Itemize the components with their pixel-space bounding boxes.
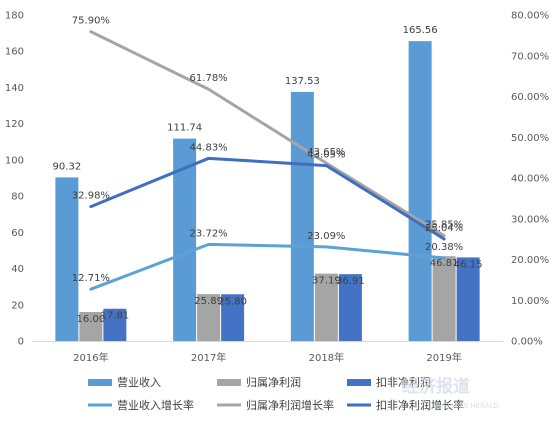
bar: [173, 138, 197, 341]
bar: [55, 177, 79, 341]
bar: [408, 41, 432, 342]
y-left-tick-label: 40: [11, 264, 24, 275]
bar-data-label: 36.91: [336, 276, 365, 287]
y-left-tick-label: 0: [18, 337, 24, 348]
bar-data-label: 165.56: [403, 25, 438, 36]
lines: [89, 30, 446, 291]
line-data-label: 43.05%: [307, 150, 345, 161]
bar-data-label: 90.32: [53, 161, 82, 172]
bar: [197, 294, 221, 341]
y-left-tick-label: 140: [5, 83, 24, 94]
bar-data-label: 25.89: [194, 296, 223, 307]
y-right-tick-label: 50.00%: [511, 133, 549, 144]
bar-data-label: 46.15: [454, 259, 483, 270]
bar: [432, 256, 456, 341]
legend-swatch: [217, 379, 241, 386]
bar: [221, 294, 245, 341]
watermark-subtext: BUSINESS HERALD: [433, 402, 499, 410]
bar-data-label: 37.19: [312, 276, 341, 287]
legend-label: 归属净利润: [246, 375, 301, 389]
legend-label: 营业收入: [117, 375, 161, 389]
bar-data-label: 25.80: [218, 296, 247, 307]
line-data-label: 23.09%: [307, 231, 345, 242]
x-tick-label: 2016年: [73, 351, 108, 364]
series-line: [89, 156, 446, 241]
x-tick-label: 2017年: [191, 351, 226, 364]
bar: [456, 257, 480, 341]
y-right-tick-label: 60.00%: [511, 92, 549, 103]
y-left-tick-label: 160: [5, 47, 24, 58]
legend-label: 扣非净利润: [376, 375, 431, 389]
bar: [338, 274, 362, 341]
bar-data-label: 17.81: [101, 311, 130, 322]
bar: [103, 308, 127, 341]
bar-data-label: 137.53: [285, 76, 320, 87]
y-right-tick-label: 40.00%: [511, 174, 549, 185]
series-line: [89, 242, 446, 291]
y-left-tick-label: 180: [5, 11, 24, 22]
bar-data-label: 16.00: [77, 314, 106, 325]
data-labels: 90.32 111.74 137.53 165.56 16.00 25.89 37.19 46…: [53, 16, 483, 325]
line-data-label: 23.72%: [190, 228, 228, 239]
line-data-label: 44.83%: [190, 142, 228, 153]
bar: [290, 91, 314, 341]
y-left-tick-label: 100: [5, 155, 24, 166]
line-data-label: 61.78%: [190, 73, 228, 84]
legend-label: 营业收入增长率: [117, 398, 194, 412]
y-right-tick-label: 30.00%: [511, 214, 549, 225]
line-data-label: 43.65%: [307, 147, 345, 158]
bar: [314, 273, 338, 341]
bar-data-label: 46.81: [430, 258, 459, 269]
y-right-tick-label: 80.00%: [511, 11, 549, 22]
series-line: [89, 30, 446, 238]
legend-label: 归属净利润增长率: [246, 398, 334, 412]
y-right-tick-label: 0.00%: [511, 337, 543, 348]
line-data-label: 12.71%: [72, 273, 110, 284]
bar: [79, 312, 103, 341]
watermark: 经济报道 BUSINESS HERALD: [402, 376, 499, 410]
legend-swatch: [88, 379, 112, 386]
y-right-tick-label: 20.00%: [511, 255, 549, 266]
y-left-tick-label: 20: [11, 300, 24, 311]
y-right-tick-label: 10.00%: [511, 296, 549, 307]
x-tick-label: 2018年: [309, 351, 344, 364]
y-left-tick-label: 120: [5, 119, 24, 130]
bars: [55, 41, 480, 342]
watermark-text: 经济报道: [402, 376, 470, 397]
axes: 0 20 40 60 80 100 120 140 160 180 0.00% 10.00% 20.00…: [5, 11, 549, 365]
x-tick-label: 2019年: [426, 351, 461, 364]
y-left-tick-label: 80: [11, 192, 24, 203]
line-data-label: 75.90%: [72, 16, 110, 27]
legend-swatch: [347, 379, 371, 386]
y-left-tick-label: 60: [11, 228, 24, 239]
line-data-label: 32.98%: [72, 191, 110, 202]
line-data-label: 25.85%: [425, 220, 463, 231]
y-right-tick-label: 70.00%: [511, 51, 549, 62]
bar-data-label: 111.74: [167, 123, 202, 134]
line-data-label: 20.38%: [425, 242, 463, 253]
line-data-label: 25.04%: [425, 223, 463, 234]
legend-label: 扣非净利润增长率: [376, 398, 464, 412]
